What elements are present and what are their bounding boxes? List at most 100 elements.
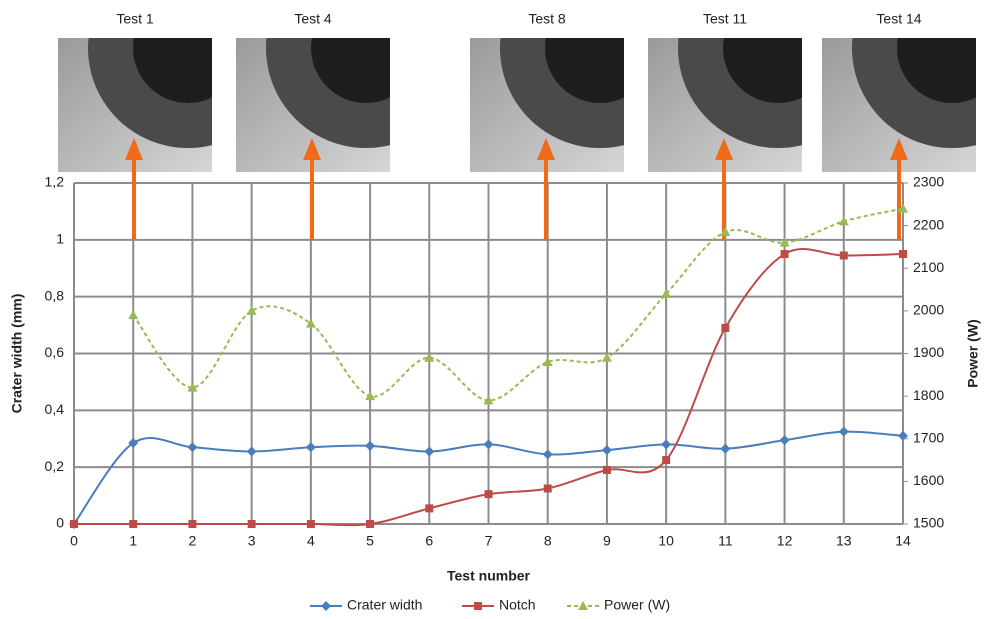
y2-tick-label: 2200: [913, 216, 944, 232]
y2-tick-label: 2000: [913, 302, 944, 318]
y-tick-label: 0,2: [45, 458, 65, 474]
y2-tick-label: 1800: [913, 387, 944, 403]
arrow-head: [303, 138, 321, 160]
legend-marker: [474, 602, 482, 610]
arrow-head: [125, 138, 143, 160]
point: [365, 391, 376, 401]
photo-hub: [311, 38, 390, 103]
point: [661, 288, 672, 298]
photo: [822, 38, 976, 172]
x-tick-label: 4: [307, 533, 315, 549]
photo-hub: [545, 38, 624, 103]
point: [898, 430, 908, 441]
point: [543, 484, 552, 493]
y-tick-label: 0: [56, 515, 64, 531]
point: [661, 439, 672, 450]
point: [425, 504, 434, 513]
y2-tick-label: 1700: [913, 429, 944, 445]
y2-tick-label: 1600: [913, 472, 944, 488]
y-tick-label: 0,8: [45, 287, 65, 303]
photo-label: Test 8: [528, 11, 566, 27]
point: [602, 466, 611, 475]
point: [720, 227, 731, 237]
x-tick-label: 1: [129, 533, 137, 549]
point: [542, 357, 553, 367]
point: [542, 449, 553, 460]
x-tick-label: 12: [777, 533, 793, 549]
point: [601, 445, 612, 456]
y-axis-title: Crater width (mm): [9, 294, 25, 414]
point: [246, 305, 257, 315]
x-axis-title: Test number: [447, 568, 531, 584]
point: [899, 250, 907, 259]
point: [128, 438, 139, 449]
point: [424, 352, 435, 362]
point: [188, 520, 197, 528]
arrow-head: [715, 138, 733, 160]
point: [306, 520, 315, 528]
photo-hub: [133, 38, 212, 103]
photo: [236, 38, 390, 172]
photo-hub: [723, 38, 802, 103]
point: [483, 439, 494, 450]
series-line: [132, 207, 904, 402]
x-tick-label: 7: [485, 533, 493, 549]
legend-marker: [321, 601, 331, 611]
point: [365, 440, 376, 451]
point: [187, 442, 198, 453]
x-tick-label: 9: [603, 533, 611, 549]
point: [720, 443, 731, 454]
arrow-head: [537, 138, 555, 160]
y2-axis-title: Power (W): [965, 319, 981, 387]
y2-tick-label: 1500: [913, 515, 944, 531]
arrow-head: [890, 138, 908, 160]
point: [838, 426, 849, 437]
point: [483, 395, 494, 405]
x-tick-label: 13: [836, 533, 852, 549]
x-tick-label: 8: [544, 533, 552, 549]
x-tick-label: 0: [70, 533, 78, 549]
point: [838, 216, 849, 226]
point: [366, 520, 375, 528]
x-tick-label: 3: [248, 533, 256, 549]
photo-label: Test 11: [703, 11, 747, 27]
y-tick-label: 0,6: [45, 344, 65, 360]
point: [662, 456, 671, 465]
point: [721, 323, 730, 332]
photo-label: Test 14: [876, 11, 921, 27]
point: [187, 382, 198, 392]
photo-label: Test 1: [116, 11, 154, 27]
point: [779, 435, 790, 446]
x-tick-label: 14: [895, 533, 911, 549]
point: [305, 318, 316, 328]
y-tick-label: 1,2: [45, 174, 65, 190]
y2-tick-label: 2100: [913, 259, 944, 275]
x-tick-label: 10: [658, 533, 674, 549]
legend-label: Crater width: [347, 597, 422, 613]
x-tick-label: 6: [425, 533, 433, 549]
x-tick-label: 11: [718, 533, 733, 549]
photo: [58, 38, 212, 172]
y2-tick-label: 2300: [913, 174, 944, 190]
y2-tick-label: 1900: [913, 344, 944, 360]
point: [247, 520, 256, 528]
x-tick-label: 5: [366, 533, 374, 549]
photo-hub: [897, 38, 976, 103]
photo-label: Test 4: [294, 11, 332, 27]
point: [305, 442, 316, 453]
point: [898, 203, 908, 213]
legend-label: Power (W): [604, 597, 670, 613]
point: [129, 520, 138, 528]
point: [780, 250, 789, 259]
point: [601, 352, 612, 362]
legend-label: Notch: [499, 597, 536, 613]
photo: [648, 38, 802, 172]
legend-marker: [578, 601, 588, 610]
point: [70, 520, 78, 528]
point: [246, 446, 257, 457]
x-tick-label: 2: [189, 533, 197, 549]
point: [424, 446, 435, 457]
series-line: [74, 248, 904, 527]
point: [484, 490, 493, 499]
